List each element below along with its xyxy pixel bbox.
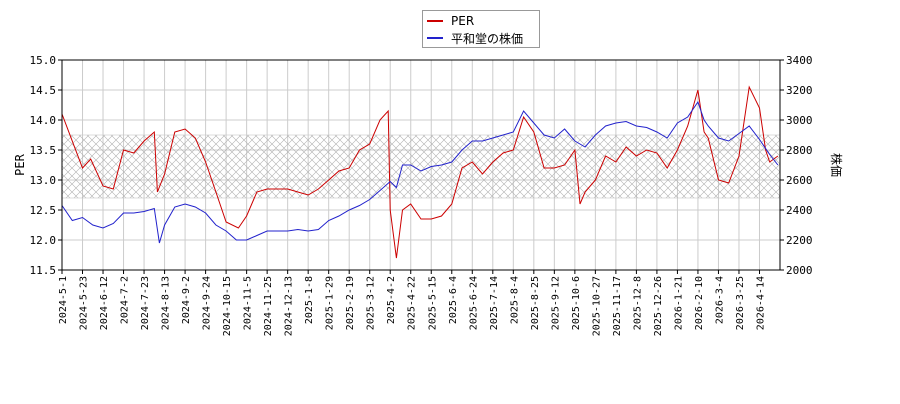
xtick-label: 2026-2-10	[694, 276, 705, 330]
xtick-label: 2025-4-22	[407, 276, 418, 330]
xtick-label: 2025-3-12	[366, 276, 377, 330]
xtick-label: 2025-5-15	[427, 276, 438, 330]
xtick-label: 2025-1-29	[325, 276, 336, 330]
xtick-label: 2025-6-24	[468, 276, 479, 330]
xtick-label: 2024-12-13	[284, 276, 295, 336]
xtick-label: 2024-7-23	[140, 276, 151, 330]
ytick-right-label: 3000	[786, 114, 813, 127]
xtick-label: 2026-3-4	[714, 276, 725, 324]
xtick-label: 2025-8-4	[509, 276, 520, 324]
legend-item-per: PER	[427, 13, 474, 29]
xtick-label: 2025-6-4	[448, 276, 459, 324]
ytick-left-label: 15.0	[30, 54, 57, 67]
range-band	[62, 135, 780, 198]
xtick-label: 2025-12-8	[632, 276, 643, 330]
ytick-right-label: 3400	[786, 54, 813, 67]
ytick-right-label: 2200	[786, 234, 813, 247]
xtick-label: 2024-7-2	[120, 276, 131, 324]
ytick-left-label: 11.5	[30, 264, 57, 277]
series-line-per	[61, 85, 779, 259]
y-axis-label-right: 株価	[829, 153, 844, 177]
ytick-right-label: 3200	[786, 84, 813, 97]
xtick-label: 2026-4-14	[755, 276, 766, 330]
plot-area-frame	[61, 59, 781, 271]
ytick-right-label: 2000	[786, 264, 813, 277]
legend-swatch-per	[427, 20, 443, 22]
xtick-label: 2024-11-5	[243, 276, 254, 330]
y-axis-label-left: PER	[13, 153, 27, 175]
xtick-label: 2025-7-14	[489, 276, 500, 330]
xtick-label: 2025-2-19	[345, 276, 356, 330]
ytick-right-label: 2400	[786, 204, 813, 217]
xtick-label: 2025-11-17	[612, 276, 623, 336]
ytick-left-label: 12.5	[30, 204, 57, 217]
xtick-label: 2024-6-12	[99, 276, 110, 330]
ytick-left-label: 13.5	[30, 144, 57, 157]
legend-item-stock-price: 平和堂の株価	[427, 30, 523, 46]
ytick-left-label: 14.0	[30, 114, 57, 127]
xtick-label: 2024-9-2	[181, 276, 192, 324]
legend: PER 平和堂の株価	[422, 10, 540, 48]
legend-label-stock-price: 平和堂の株価	[451, 31, 524, 46]
series-line-stock-price	[61, 100, 779, 244]
xtick-label: 2026-1-21	[673, 276, 684, 330]
ytick-left-label: 12.0	[30, 234, 57, 247]
xtick-label: 2024-11-25	[263, 276, 274, 336]
xtick-label: 2026-3-25	[735, 276, 746, 330]
ytick-left-label: 13.0	[30, 174, 57, 187]
xtick-label: 2024-8-13	[161, 276, 172, 330]
xtick-label: 2025-12-26	[653, 276, 664, 336]
xtick-label: 2025-10-27	[591, 276, 602, 336]
xtick-label: 2025-8-25	[530, 276, 541, 330]
xtick-label: 2025-1-8	[304, 276, 315, 324]
xtick-label: 2024-9-24	[202, 276, 213, 330]
xtick-label: 2024-10-15	[222, 276, 233, 336]
legend-swatch-stock-price	[427, 37, 443, 39]
legend-label-per: PER	[451, 14, 475, 28]
xtick-label: 2025-9-12	[550, 276, 561, 330]
xtick-label: 2025-10-6	[571, 276, 582, 330]
ytick-left-label: 14.5	[30, 84, 57, 97]
xtick-label: 2024-5-23	[79, 276, 90, 330]
ytick-right-label: 2800	[786, 144, 813, 157]
xtick-label: 2024-5-1	[58, 276, 69, 324]
xtick-label: 2025-4-2	[386, 276, 397, 324]
ytick-right-label: 2600	[786, 174, 813, 187]
